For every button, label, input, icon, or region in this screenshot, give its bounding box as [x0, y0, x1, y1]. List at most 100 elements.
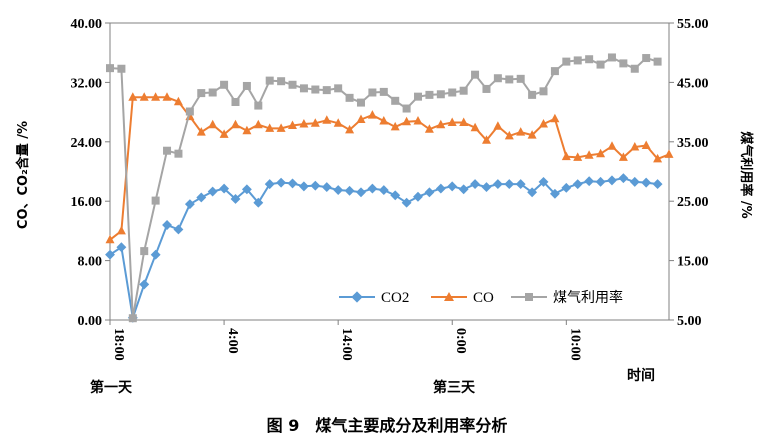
- data-point-co: [139, 92, 149, 101]
- data-point-co2: [481, 182, 492, 193]
- right-axis-title: 煤气利用率 /%: [738, 131, 754, 218]
- data-point-co2: [515, 179, 526, 190]
- data-point-util: [596, 60, 605, 69]
- data-point-co2: [458, 184, 469, 195]
- data-point-co: [493, 121, 503, 130]
- data-point-util: [288, 80, 297, 89]
- data-point-util: [117, 64, 126, 73]
- legend-marker-util: [525, 293, 533, 301]
- data-point-co2: [344, 185, 355, 196]
- data-point-util: [425, 90, 434, 99]
- data-point-co: [105, 234, 115, 244]
- legend-marker-co: [444, 292, 454, 301]
- data-point-util: [459, 86, 468, 95]
- data-point-co: [288, 120, 297, 129]
- data-point-co: [504, 130, 514, 140]
- data-point-util: [539, 87, 548, 96]
- data-point-co: [607, 141, 617, 150]
- x-tick-label: 18:00: [111, 328, 126, 361]
- data-point-util: [436, 90, 445, 99]
- data-point-co: [322, 115, 332, 124]
- data-point-co: [424, 124, 434, 133]
- left-tick-label: 0.00: [78, 314, 103, 329]
- data-point-util: [334, 84, 343, 93]
- data-point-util: [482, 84, 491, 93]
- x-tick-label: 0:00: [453, 328, 468, 354]
- data-point-co: [402, 116, 412, 126]
- data-point-co2: [413, 191, 423, 202]
- data-point-util: [493, 74, 502, 83]
- data-point-co: [208, 119, 218, 129]
- figure-caption: 图 9 煤气主要成分及利用率分析: [267, 416, 508, 435]
- data-point-co2: [264, 179, 275, 190]
- data-point-co: [561, 151, 571, 161]
- data-point-co2: [321, 182, 332, 193]
- data-point-co: [151, 92, 161, 101]
- data-point-co: [173, 96, 183, 106]
- data-point-co: [447, 117, 457, 126]
- data-point-co2: [641, 177, 652, 188]
- data-point-util: [379, 87, 388, 96]
- data-point-util: [197, 89, 206, 98]
- plot-frame: [109, 22, 670, 321]
- legend-label-util: 煤气利用率: [553, 289, 623, 306]
- right-tick-label: 35.00: [677, 136, 709, 151]
- data-point-util: [630, 64, 639, 73]
- data-point-util: [345, 93, 354, 102]
- legend-item-co: CO: [431, 290, 494, 306]
- data-point-co: [196, 127, 206, 136]
- data-point-util: [505, 75, 514, 84]
- data-point-co: [356, 114, 366, 123]
- left-axis-ticks: 0.00 8.00 16.00 24.00 32.00 40.00: [71, 17, 110, 329]
- data-point-co: [242, 125, 252, 135]
- data-point-co: [231, 119, 240, 129]
- data-point-co: [299, 119, 309, 128]
- left-tick-label: 40.00: [71, 17, 103, 32]
- data-point-co: [162, 92, 172, 101]
- data-point-util: [550, 67, 559, 76]
- data-point-co: [653, 153, 663, 163]
- data-point-co2: [150, 249, 161, 260]
- legend-label-co: CO: [473, 290, 494, 306]
- data-point-co: [253, 119, 263, 129]
- data-point-util: [106, 64, 114, 73]
- data-point-util: [402, 104, 411, 113]
- data-point-co2: [538, 176, 549, 187]
- data-point-util: [185, 107, 194, 116]
- data-point-util: [242, 81, 251, 90]
- data-point-util: [585, 55, 594, 64]
- left-axis-title: CO、CO₂含量 /%: [15, 121, 31, 229]
- left-tick-label: 16.00: [71, 195, 103, 210]
- data-point-util: [174, 149, 183, 158]
- data-point-co2: [401, 197, 412, 208]
- data-point-util: [448, 88, 457, 97]
- data-point-co: [219, 129, 229, 138]
- data-point-co2: [184, 199, 195, 210]
- data-point-util: [128, 314, 137, 323]
- data-point-co2: [219, 183, 230, 194]
- data-point-co: [367, 110, 377, 119]
- left-tick-label: 32.00: [71, 76, 103, 91]
- data-point-util: [311, 85, 320, 94]
- day-label-third: 第三天: [433, 379, 476, 396]
- x-axis-ticks: 18:00 4:00 14:00 0:00 10:00: [109, 320, 582, 361]
- legend-label-co2: CO2: [381, 290, 409, 306]
- data-point-util: [163, 146, 172, 155]
- data-point-util: [265, 76, 274, 85]
- data-point-co: [459, 117, 469, 126]
- data-point-util: [573, 56, 582, 65]
- data-point-co2: [356, 187, 366, 198]
- right-tick-label: 15.00: [677, 255, 709, 270]
- data-point-util: [322, 86, 331, 95]
- data-point-util: [619, 59, 628, 68]
- data-point-util: [607, 53, 616, 62]
- data-point-co2: [116, 242, 127, 253]
- data-point-co2: [287, 178, 298, 189]
- data-point-util: [231, 98, 240, 107]
- data-point-co2: [424, 187, 435, 198]
- data-point-co2: [572, 179, 583, 190]
- data-point-util: [516, 74, 525, 83]
- x-tick-label: 10:00: [567, 328, 582, 361]
- data-point-co2: [241, 184, 252, 195]
- data-point-co2: [105, 249, 115, 260]
